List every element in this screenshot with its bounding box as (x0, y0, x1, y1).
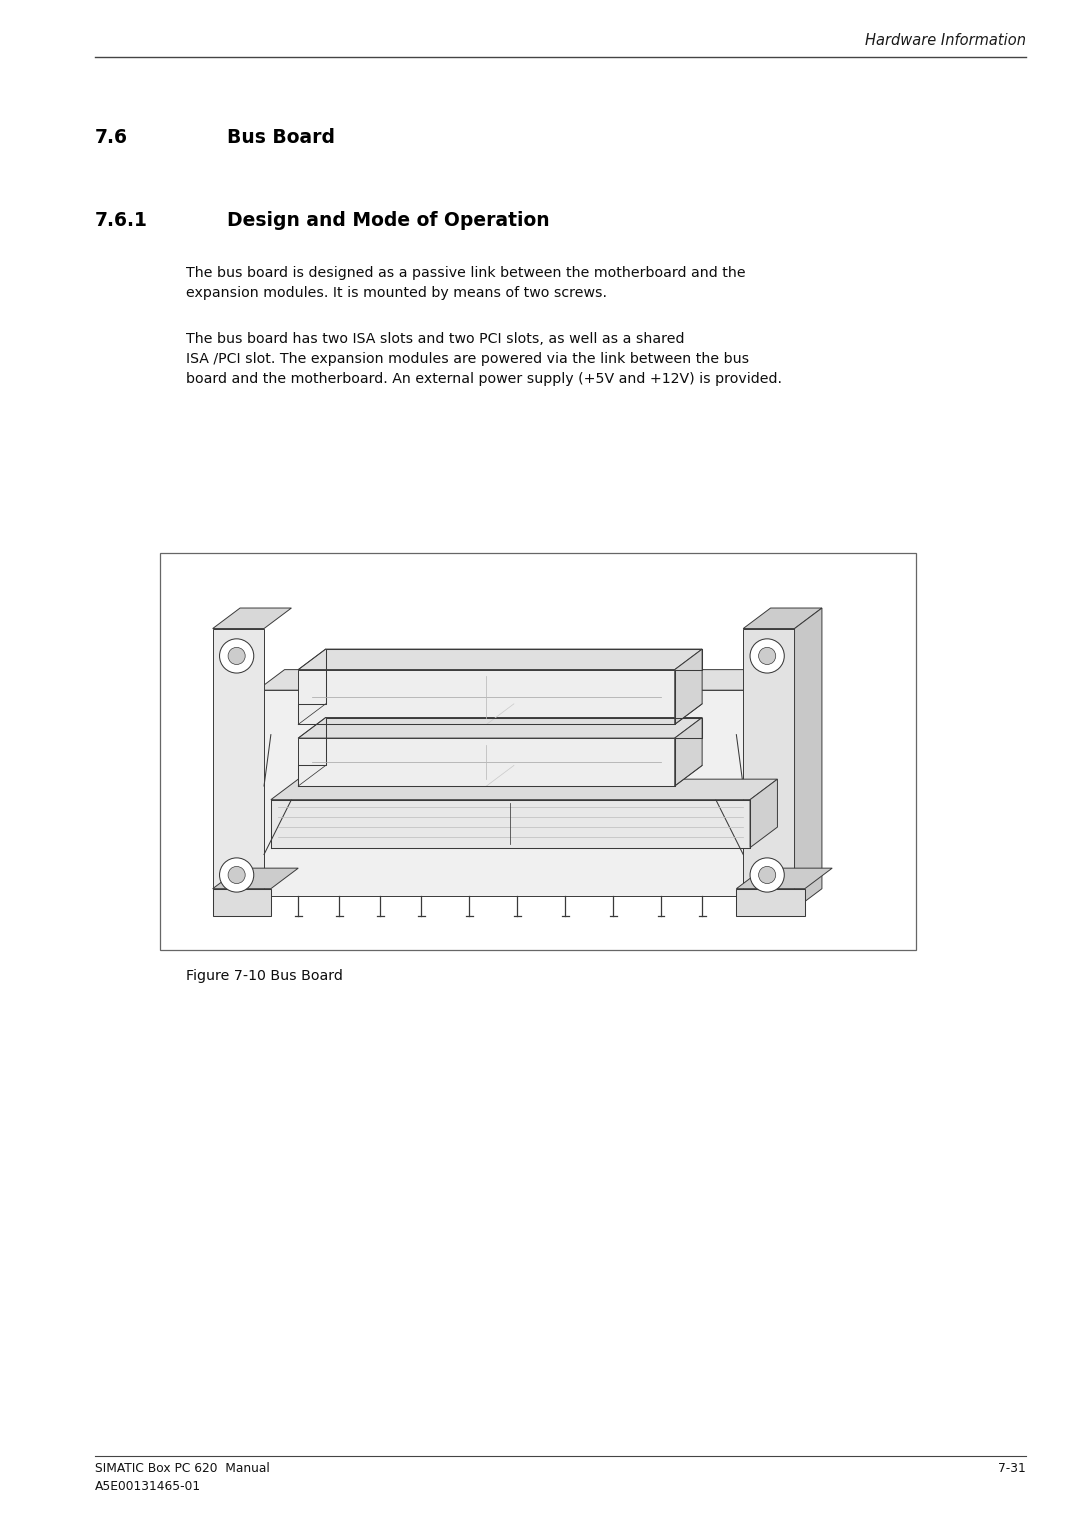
Circle shape (228, 866, 245, 883)
Polygon shape (213, 628, 264, 909)
Polygon shape (750, 669, 778, 895)
Text: The bus board is designed as a passive link between the motherboard and the
expa: The bus board is designed as a passive l… (186, 266, 745, 299)
FancyBboxPatch shape (160, 553, 916, 950)
Text: SIMATIC Box PC 620  Manual
A5E00131465-01: SIMATIC Box PC 620 Manual A5E00131465-01 (95, 1462, 270, 1493)
Polygon shape (737, 889, 805, 917)
Text: The bus board has two ISA slots and two PCI slots, as well as a shared
ISA /PCI : The bus board has two ISA slots and two … (186, 332, 782, 385)
Text: 7.6: 7.6 (95, 128, 129, 147)
Polygon shape (271, 799, 750, 848)
Polygon shape (737, 868, 833, 889)
Circle shape (750, 639, 784, 672)
Circle shape (758, 866, 775, 883)
Polygon shape (750, 779, 778, 848)
Circle shape (750, 857, 784, 892)
Polygon shape (213, 608, 292, 628)
Polygon shape (213, 868, 298, 889)
Text: Figure 7-10 Bus Board: Figure 7-10 Bus Board (186, 969, 342, 983)
Circle shape (758, 648, 775, 665)
Polygon shape (795, 608, 822, 909)
Polygon shape (675, 718, 702, 785)
Polygon shape (675, 649, 702, 724)
Polygon shape (298, 649, 702, 669)
Polygon shape (257, 691, 750, 895)
Polygon shape (257, 669, 778, 691)
Polygon shape (213, 889, 271, 917)
Text: Hardware Information: Hardware Information (865, 34, 1026, 47)
Text: 7-31: 7-31 (998, 1462, 1026, 1476)
Text: 7.6.1: 7.6.1 (95, 211, 148, 229)
Circle shape (228, 648, 245, 665)
Polygon shape (298, 738, 675, 785)
Polygon shape (743, 628, 795, 909)
Text: Bus Board: Bus Board (227, 128, 335, 147)
Polygon shape (743, 608, 822, 628)
Polygon shape (298, 669, 675, 724)
Polygon shape (271, 779, 778, 799)
Polygon shape (298, 718, 702, 738)
Circle shape (219, 857, 254, 892)
Circle shape (219, 639, 254, 672)
Text: Design and Mode of Operation: Design and Mode of Operation (227, 211, 550, 229)
